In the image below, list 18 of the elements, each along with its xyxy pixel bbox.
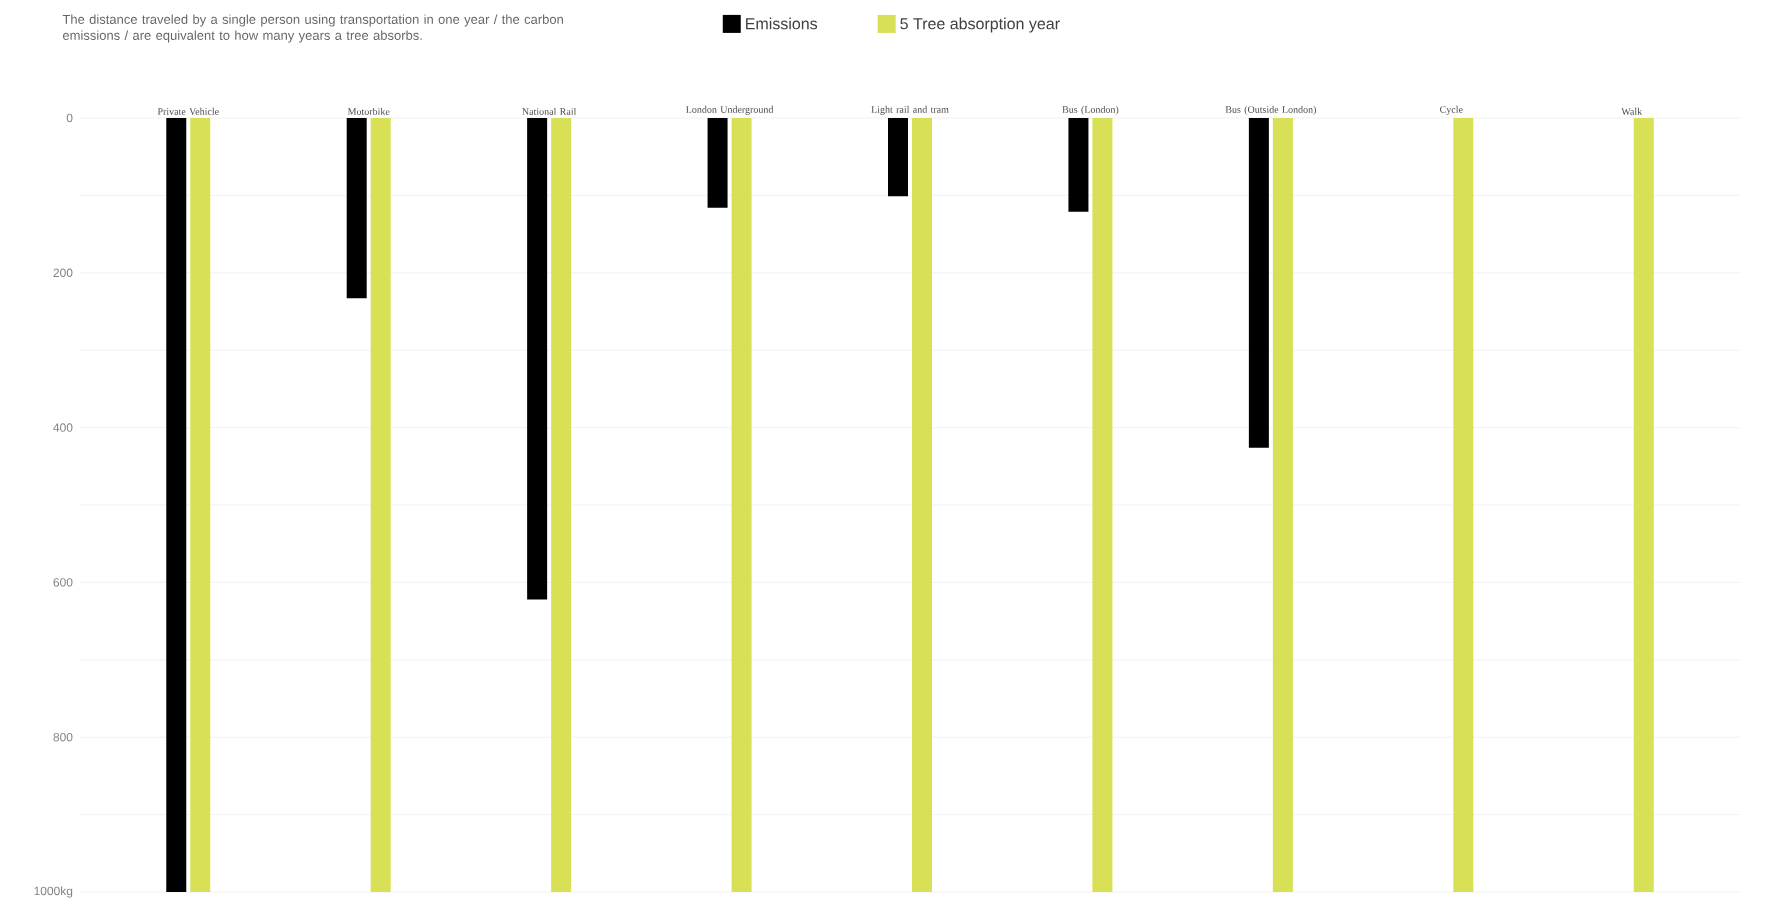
bar <box>1092 118 1113 893</box>
bar <box>190 118 211 893</box>
bar <box>1633 118 1654 893</box>
bar <box>551 118 572 893</box>
bar <box>1272 118 1293 893</box>
bar <box>1068 118 1089 212</box>
bar <box>731 118 752 893</box>
legend-label: Emissions <box>746 17 818 30</box>
bar <box>888 118 908 197</box>
bar <box>1453 118 1474 893</box>
bar <box>1248 118 1269 448</box>
legend-label: 5 Tree absorption year <box>900 17 1060 33</box>
bar <box>912 118 932 893</box>
bar <box>527 118 548 600</box>
bar <box>346 118 367 299</box>
bar <box>707 118 728 208</box>
bar <box>166 118 187 893</box>
bar <box>370 118 391 893</box>
